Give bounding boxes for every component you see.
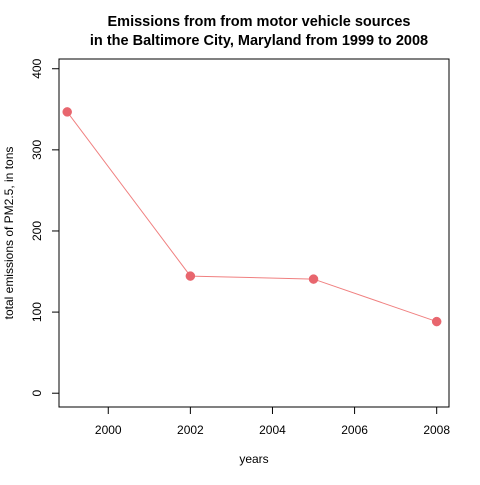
series-line bbox=[66, 111, 437, 323]
y-axis-label: total emissions of PM2.5, in tons bbox=[2, 147, 16, 320]
chart-title-line-1: Emissions from from motor vehicle source… bbox=[108, 14, 411, 30]
x-tick-label: 2006 bbox=[341, 423, 368, 437]
y-tick-label: 100 bbox=[30, 302, 44, 322]
x-tick-label: 2002 bbox=[177, 423, 204, 437]
x-tick-label: 2004 bbox=[259, 423, 286, 437]
x-axis-label: years bbox=[239, 452, 268, 466]
data-point bbox=[185, 271, 196, 281]
data-point bbox=[431, 316, 442, 327]
y-tick-label: 200 bbox=[30, 221, 44, 241]
x-tick-label: 2000 bbox=[95, 423, 122, 437]
x-tick-label: 2008 bbox=[423, 423, 450, 437]
y-tick-label: 0 bbox=[30, 390, 44, 397]
series-layer bbox=[62, 107, 442, 327]
y-tick-label: 300 bbox=[30, 140, 44, 160]
data-point bbox=[62, 107, 72, 117]
chart-title-line-2: in the Baltimore City, Maryland from 199… bbox=[90, 33, 428, 49]
y-tick-label: 400 bbox=[30, 58, 44, 78]
axes: 2000 2002 2004 2006 2008 0 100 200 300 400 bbox=[30, 58, 450, 437]
data-point bbox=[308, 274, 319, 284]
plot-frame bbox=[58, 58, 450, 408]
